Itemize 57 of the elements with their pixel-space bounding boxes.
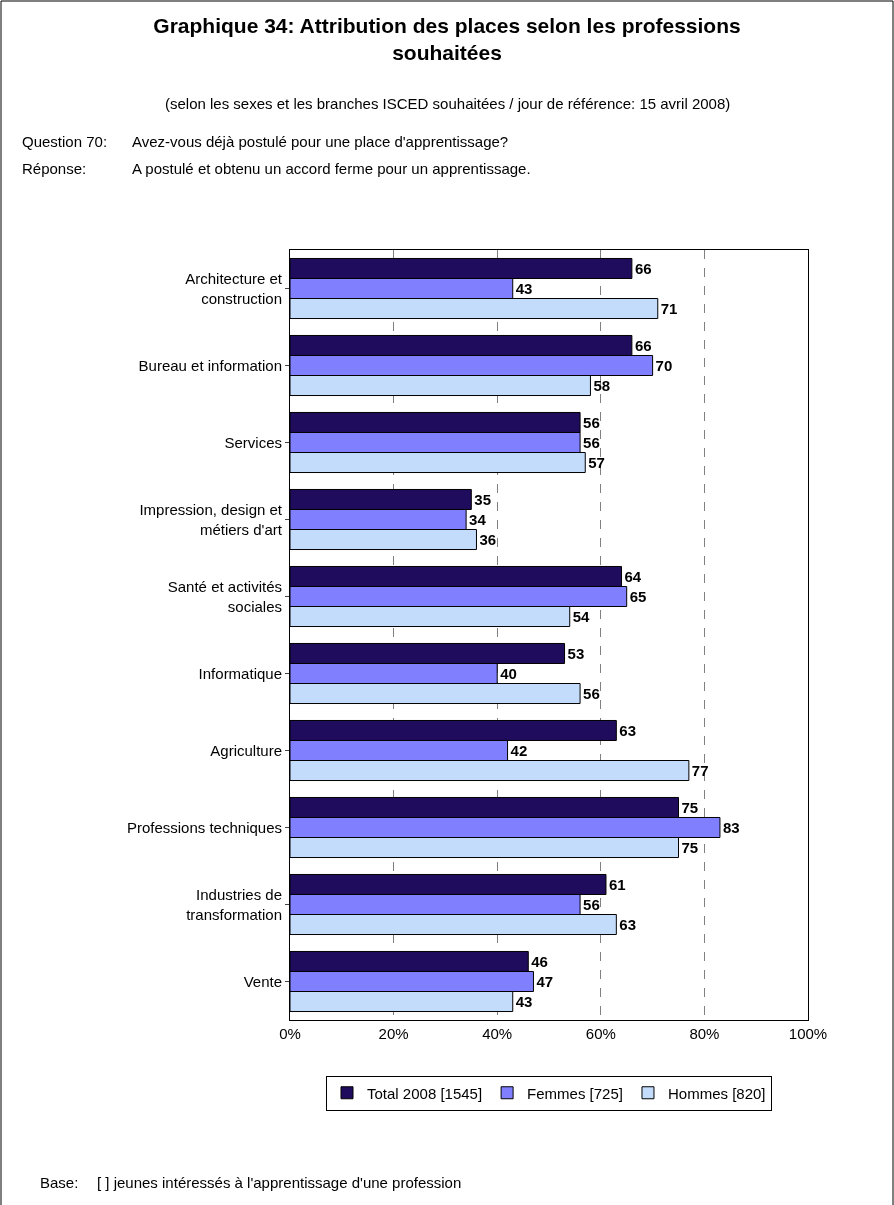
y-tick-label: Santé et activités sociales bbox=[167, 578, 282, 615]
data-label: 64 bbox=[624, 567, 642, 585]
y-tick-label: Industries de transformation bbox=[186, 886, 282, 923]
data-label: 71 bbox=[660, 300, 678, 318]
text: [ ] jeunes intéressés à l'apprentissage d'une profession bbox=[97, 1174, 462, 1191]
data-label: 35 bbox=[474, 490, 491, 508]
data-label: 70 bbox=[655, 357, 673, 374]
legend-label: Total 2008 [1545] bbox=[367, 1084, 483, 1102]
data-label: 61 bbox=[608, 875, 626, 893]
y-tick-label: Impression, design et métiers d'art bbox=[139, 501, 283, 538]
x-tick-label: 80% bbox=[689, 1025, 720, 1042]
x-tick-label: 100% bbox=[788, 1025, 828, 1042]
data-label: 56 bbox=[583, 685, 600, 703]
data-label: 46 bbox=[531, 952, 548, 970]
data-label: 63 bbox=[619, 721, 637, 739]
chart-subtitle: (selon les sexes et les branches ISCED souhaitées / jour de référence: 15 avril 2008) bbox=[165, 95, 731, 112]
data-label: 66 bbox=[634, 336, 652, 354]
data-label: 36 bbox=[479, 531, 497, 549]
x-tick-label: 0% bbox=[279, 1025, 301, 1042]
data-label: 65 bbox=[629, 588, 647, 605]
chart-title: Graphique 34: Attribution des places selon les professions souhaitées bbox=[153, 13, 741, 65]
data-label: 63 bbox=[619, 916, 637, 934]
data-label: 53 bbox=[567, 644, 585, 662]
data-label: 77 bbox=[691, 762, 709, 780]
data-label: 56 bbox=[583, 896, 600, 913]
y-tick-label: Informatique bbox=[198, 664, 282, 682]
y-tick-label: Bureau et information bbox=[138, 356, 282, 374]
data-label: 83 bbox=[722, 819, 740, 836]
data-label: 34 bbox=[469, 511, 487, 528]
data-label: 40 bbox=[500, 665, 517, 682]
data-label: 75 bbox=[681, 839, 699, 857]
y-tick-label: Architecture et construction bbox=[185, 270, 283, 307]
data-label: 75 bbox=[681, 798, 699, 816]
text: Question 70: bbox=[22, 133, 108, 150]
y-tick-label: Services bbox=[224, 433, 282, 451]
text: Réponse: bbox=[22, 160, 87, 177]
data-label: 42 bbox=[510, 742, 528, 759]
data-label: 47 bbox=[536, 973, 554, 990]
y-tick-label: Vente bbox=[243, 972, 282, 990]
data-label: 54 bbox=[572, 608, 591, 626]
data-label: 43 bbox=[515, 280, 533, 297]
data-label: 43 bbox=[515, 993, 533, 1011]
text: A postulé et obtenu un accord ferme pour un apprentissage. bbox=[132, 160, 531, 177]
data-label: 57 bbox=[588, 454, 605, 472]
text: Avez-vous déjà postulé pour une place d'apprentissage? bbox=[132, 133, 509, 150]
y-tick-label: Professions techniques bbox=[126, 818, 282, 836]
y-tick-label: Agriculture bbox=[210, 741, 282, 759]
data-label: 58 bbox=[593, 377, 611, 395]
x-tick-label: 40% bbox=[482, 1025, 513, 1042]
legend-label: Hommes [820] bbox=[667, 1084, 766, 1102]
data-label: 56 bbox=[583, 413, 600, 431]
x-tick-label: 20% bbox=[378, 1025, 409, 1042]
legend-label: Femmes [725] bbox=[527, 1084, 623, 1102]
data-label: 56 bbox=[583, 434, 600, 451]
text: Base: bbox=[40, 1174, 79, 1191]
x-tick-label: 60% bbox=[585, 1025, 616, 1042]
data-label: 66 bbox=[634, 259, 652, 277]
